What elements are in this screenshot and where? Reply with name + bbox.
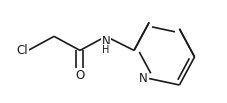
Text: Cl: Cl	[17, 44, 28, 57]
Text: N: N	[101, 35, 110, 48]
Text: N: N	[139, 72, 148, 85]
Text: O: O	[75, 69, 85, 82]
Text: H: H	[102, 45, 110, 55]
